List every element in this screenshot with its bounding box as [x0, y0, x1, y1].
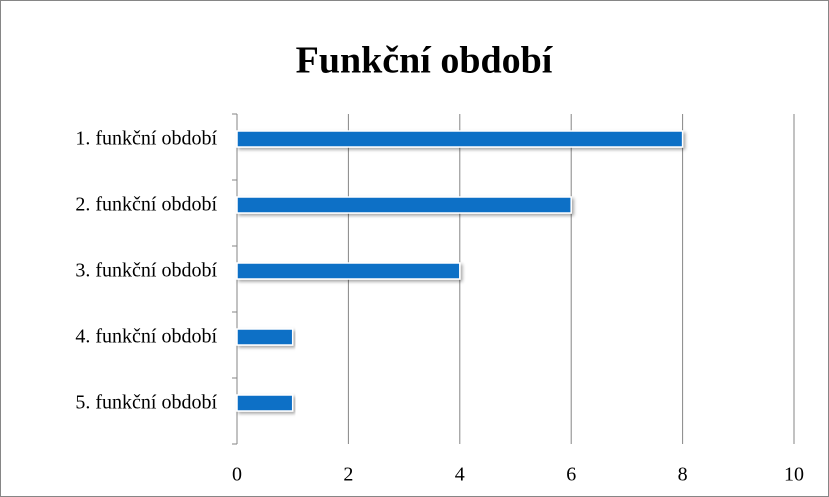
chart-title: Funkční období: [296, 40, 554, 82]
y-tick-label: 4. funkční období: [75, 326, 217, 348]
bar: [236, 130, 684, 148]
y-tick-label: 2. funkční období: [75, 194, 217, 216]
bar: [236, 196, 572, 214]
x-tick-label: 8: [678, 464, 688, 486]
bar: [236, 262, 461, 280]
y-tick-label: 3. funkční období: [75, 260, 217, 282]
x-tick-label: 6: [566, 464, 576, 486]
bar: [236, 394, 294, 412]
x-tick-label: 10: [784, 464, 804, 486]
y-tick-label: 5. funkční období: [75, 392, 217, 414]
x-tick-label: 0: [232, 464, 242, 486]
bar: [236, 328, 294, 346]
y-tick-label: 1. funkční období: [75, 128, 217, 150]
x-tick-label: 4: [455, 464, 465, 486]
x-tick-label: 2: [343, 464, 353, 486]
